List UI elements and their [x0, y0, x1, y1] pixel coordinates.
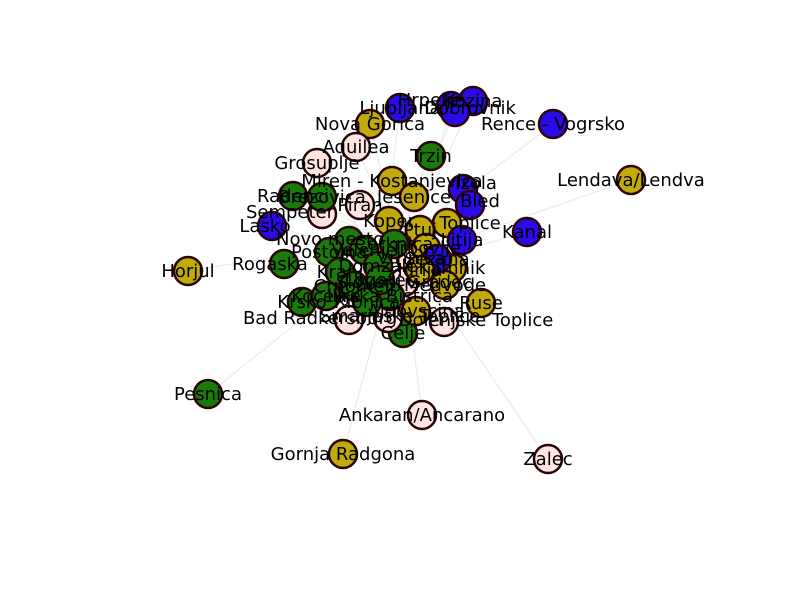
node-label-radenci: Radenci: [257, 186, 329, 207]
node-label-bled: Bled: [460, 191, 500, 212]
node-label-izola: Izola: [455, 173, 497, 194]
node-label-miren: Miren - Kostanjevica: [301, 171, 482, 192]
node-label-brezovica: Brezovica: [278, 187, 365, 208]
node-label-kanal: Kanal: [502, 222, 552, 243]
node-kanal[interactable]: [511, 216, 543, 248]
node-label-cerknica: Cerknica: [355, 234, 434, 255]
node-label-horjul: Horjul: [161, 261, 214, 282]
node-idrija[interactable]: [404, 254, 436, 286]
node-label-sezana: Sezana: [404, 249, 469, 270]
node-kocevje[interactable]: [310, 280, 342, 312]
node-label-slovenj: Slovenj Gradec: [336, 272, 472, 293]
node-label-toplice: Toplice: [438, 213, 500, 234]
node-label-zalec: Zalec: [523, 449, 572, 470]
node-label-ribnica: Ribnica: [334, 292, 400, 313]
node-label-gornja-radgona: Gornja Radgona: [271, 444, 416, 465]
node-label-ankaran: Ankaran/Ancarano: [339, 405, 505, 426]
node-label-piran: Piran: [337, 195, 382, 216]
node-label-bad-radkersburg: Bad Radkersburg: [243, 308, 397, 329]
node-label-ptuj: Ptuj: [403, 220, 437, 241]
node-label-lendava: Lendava/Lendva: [557, 170, 705, 191]
node-cerknica[interactable]: [378, 228, 410, 260]
node-pesnica[interactable]: [192, 378, 224, 410]
node-ajdovscina[interactable]: [400, 295, 432, 327]
node-layer: [172, 85, 647, 475]
node-piran[interactable]: [344, 189, 376, 221]
node-label-trzin: Trzin: [409, 146, 452, 167]
node-grosuplje[interactable]: [301, 147, 333, 179]
node-logatec[interactable]: [364, 264, 396, 296]
node-label-nova-gorica: Nova Gorica: [315, 114, 425, 135]
node-zalec[interactable]: [532, 443, 564, 475]
node-label-postojna: Postojna: [291, 242, 367, 263]
node-label-litija: Litija: [440, 230, 483, 251]
node-label-rogaska: Rogaska: [232, 254, 308, 275]
node-label-dolenjske-toplice: Dolenjske Toplice: [399, 310, 554, 331]
node-label-trbovlje: Trbovlje: [390, 238, 461, 259]
node-label-rence: Rence - Vogrsko: [481, 114, 625, 135]
node-label-krsko: Krsko: [277, 292, 326, 313]
node-ankaran[interactable]: [406, 399, 438, 431]
node-ribnica[interactable]: [351, 286, 383, 318]
node-label-crnomelj: Crnomelj: [314, 276, 395, 297]
node-lasko[interactable]: [256, 210, 288, 242]
node-label-ilirska: Ilirska Bistrica: [327, 286, 453, 307]
node-label-ruse: Ruse: [459, 293, 503, 314]
node-jesenice[interactable]: [398, 181, 430, 213]
node-label-dobrovnik: Dobrovnik: [424, 98, 516, 119]
node-label-aquilea: Aquilea: [323, 137, 390, 158]
node-trzin[interactable]: [415, 140, 447, 172]
node-label-kozina: Kozina: [444, 91, 503, 112]
node-label-kocevje: Kocevje: [291, 286, 361, 307]
node-label-grosuplje: Grosuplje: [274, 153, 359, 174]
node-ljubljana[interactable]: [384, 92, 416, 124]
node-gornja-radgona[interactable]: [327, 438, 359, 470]
node-label-novo-mesto: Novo mesto: [276, 229, 384, 250]
node-label-velenje: Velenje: [331, 240, 397, 261]
node-dobrovnik[interactable]: [439, 96, 471, 128]
node-bad-radkersburg[interactable]: [333, 304, 365, 336]
node-label-hrpelje: Hrpelje: [398, 90, 463, 111]
node-ruse[interactable]: [465, 287, 497, 319]
node-label-koper: Koper: [363, 211, 415, 232]
node-litija[interactable]: [446, 224, 478, 256]
node-label-lasko: Lasko: [239, 216, 290, 237]
node-bled[interactable]: [454, 189, 486, 221]
node-label-medvode: Medvode: [404, 275, 486, 296]
node-label-ljubljana: Ljubljana: [359, 98, 440, 119]
node-label-idrija: Idrija: [397, 260, 442, 281]
node-label-domzale: Domzale: [339, 256, 418, 277]
node-brezovica[interactable]: [306, 181, 338, 213]
node-miren[interactable]: [376, 165, 408, 197]
node-label-celje: Celje: [381, 323, 426, 344]
node-label-sempeter: Sempeter: [246, 202, 335, 223]
node-rence[interactable]: [537, 108, 569, 140]
node-nova-gorica[interactable]: [354, 108, 386, 140]
node-label-logatec: Logatec: [344, 270, 415, 291]
node-rogaska[interactable]: [268, 248, 300, 280]
node-horjul[interactable]: [172, 255, 204, 287]
node-label-kranj: Kranj: [317, 262, 364, 283]
node-dolenjske-toplice[interactable]: [428, 306, 460, 338]
node-label-vrhnika: Vrhnika: [377, 248, 445, 269]
node-aquilea[interactable]: [340, 131, 372, 163]
node-label-jesenice: Jesenice: [376, 187, 451, 208]
node-label-pesnica: Pesnica: [174, 384, 242, 405]
node-label-kamnik: Kamnik: [419, 258, 486, 279]
node-label-smarjeske: Smarjeske Toplice: [320, 306, 481, 327]
node-lendava[interactable]: [615, 164, 647, 196]
node-label-ajdovscina: Ajdovscina: [367, 301, 464, 322]
label-layer: Horjul Pesnica Gornja Radgona Ankaran/Ancar…: [161, 90, 705, 470]
